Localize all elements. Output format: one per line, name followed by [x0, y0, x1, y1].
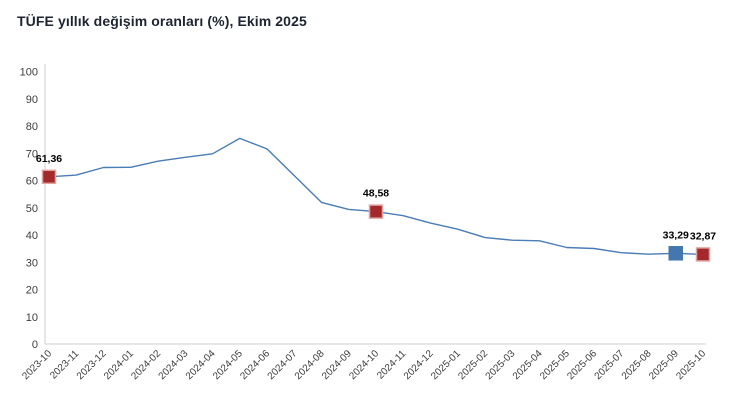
y-axis-tick-label: 40 [26, 230, 38, 242]
y-axis-tick-label: 90 [26, 94, 38, 106]
value-label-2025-10: 32,87 [690, 230, 716, 242]
chart-title: TÜFE yıllık değişim oranları (%), Ekim 2… [17, 13, 307, 29]
y-axis-tick-label: 60 [26, 176, 38, 188]
value-label-2025-09: 33,29 [663, 229, 689, 241]
x-axis-tick-label: 2023-10 [20, 348, 54, 382]
y-axis-tick-label: 50 [26, 203, 38, 215]
y-axis-tick-label: 0 [32, 339, 38, 351]
y-axis-tick-label: 100 [20, 67, 38, 79]
x-axis-tick-label: 2024-10 [347, 348, 381, 382]
highlight-marker-2025-10 [695, 247, 711, 262]
highlight-marker-2023-10 [41, 169, 57, 185]
value-label-2024-10: 48,58 [363, 188, 389, 200]
y-axis-tick-label: 20 [26, 285, 38, 297]
highlight-marker-2025-09 [668, 246, 683, 261]
highlight-marker-2024-10 [368, 204, 384, 219]
y-axis-tick-label: 70 [26, 148, 38, 160]
y-axis-tick-label: 10 [26, 312, 38, 324]
y-axis-tick-label: 30 [26, 257, 38, 269]
x-axis-tick-label: 2025-10 [674, 348, 708, 382]
value-label-2023-10: 61,36 [36, 153, 62, 165]
y-axis-tick-label: 80 [26, 121, 38, 133]
